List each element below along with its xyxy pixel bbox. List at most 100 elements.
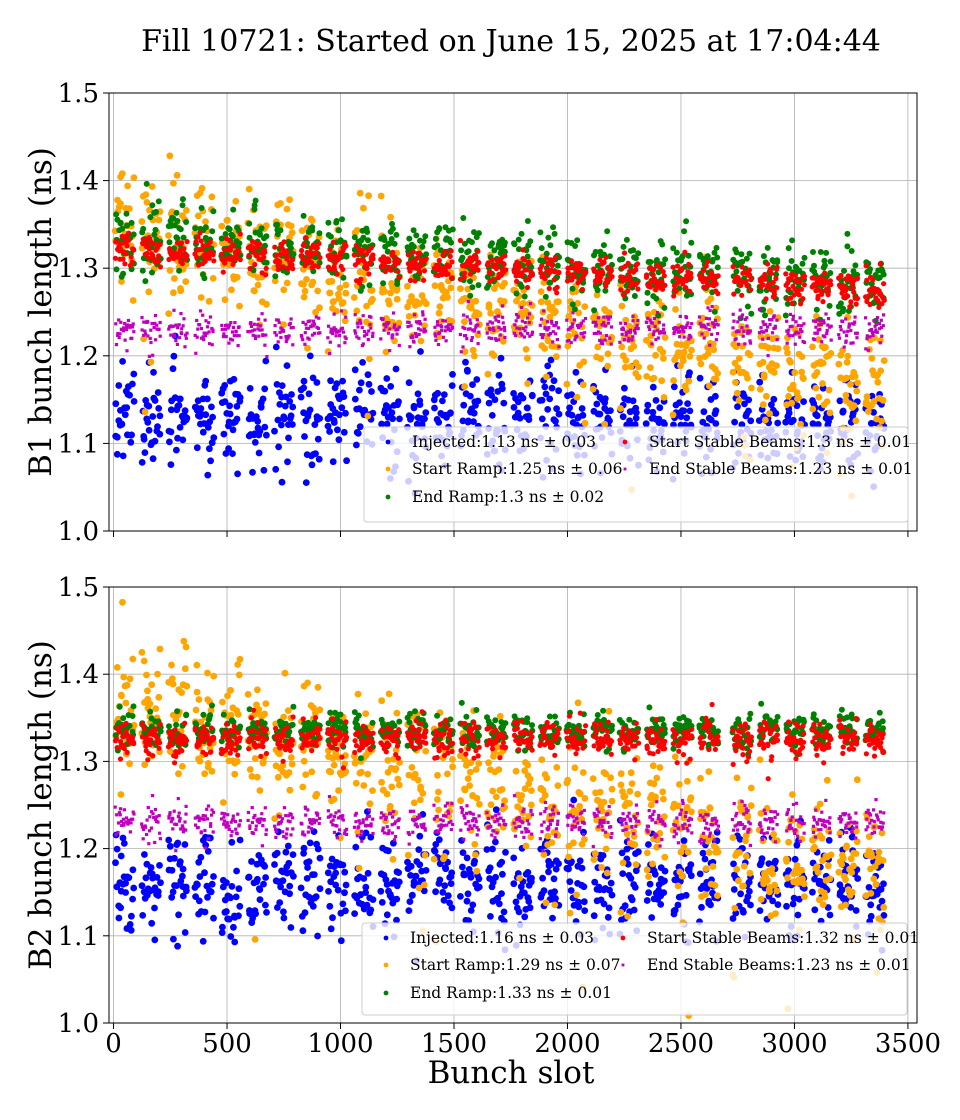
data-point	[518, 283, 525, 290]
data-point	[541, 333, 545, 337]
data-point	[334, 426, 341, 434]
data-point	[314, 315, 318, 319]
data-point	[449, 323, 453, 327]
data-point	[117, 200, 124, 208]
data-point	[761, 320, 765, 324]
data-point	[816, 328, 820, 332]
data-point	[300, 293, 308, 301]
data-point	[209, 228, 216, 235]
data-point	[572, 274, 578, 280]
data-point	[142, 278, 149, 285]
data-point	[735, 397, 743, 404]
data-point	[793, 342, 797, 346]
data-point	[438, 330, 442, 335]
data-point	[441, 335, 446, 339]
data-point	[332, 326, 336, 330]
data-point	[202, 411, 210, 419]
data-point	[704, 316, 708, 320]
data-point	[244, 691, 252, 698]
data-point	[825, 328, 829, 333]
data-point	[433, 325, 437, 329]
data-point	[301, 320, 305, 324]
data-point	[301, 241, 307, 247]
data-point	[774, 285, 780, 291]
data-point	[303, 342, 307, 346]
data-point	[678, 335, 682, 339]
data-point	[525, 898, 533, 905]
data-point	[469, 321, 473, 325]
data-point	[573, 261, 579, 267]
data-point	[113, 433, 121, 441]
data-point	[357, 336, 361, 340]
data-point	[735, 276, 742, 282]
data-point	[218, 929, 226, 936]
data-point	[783, 271, 789, 277]
data-point	[541, 345, 549, 352]
data-point	[867, 301, 873, 308]
data-point	[652, 351, 659, 359]
data-point	[607, 879, 615, 887]
data-point	[845, 334, 849, 338]
data-point	[415, 334, 419, 339]
data-point	[500, 304, 505, 308]
data-point	[193, 661, 201, 669]
data-point	[524, 354, 531, 362]
data-point	[329, 754, 337, 762]
data-point	[369, 409, 377, 417]
data-point	[236, 249, 242, 255]
data-point	[576, 857, 584, 865]
data-point	[432, 235, 439, 242]
data-point	[774, 901, 782, 908]
data-point	[361, 270, 368, 277]
data-point	[300, 384, 308, 392]
data-point	[237, 334, 241, 338]
data-point	[277, 200, 284, 207]
data-point	[715, 291, 721, 297]
data-point	[813, 412, 821, 420]
data-point	[286, 196, 293, 204]
data-point	[782, 418, 790, 426]
data-point	[389, 225, 396, 232]
data-point	[790, 324, 794, 328]
data-point	[773, 275, 779, 282]
data-point	[494, 318, 498, 322]
data-point	[365, 380, 373, 388]
data-point	[785, 319, 789, 323]
data-point	[248, 858, 255, 865]
data-point	[210, 434, 218, 442]
data-point	[284, 335, 288, 339]
data-point	[791, 334, 795, 338]
data-point	[363, 901, 371, 909]
data-point	[250, 245, 256, 251]
data-point	[688, 346, 695, 354]
data-point	[460, 215, 467, 221]
data-point	[659, 279, 665, 285]
data-point	[218, 251, 225, 257]
data-point	[407, 320, 411, 324]
data-point	[221, 335, 225, 339]
data-point	[219, 923, 226, 931]
data-point	[765, 261, 771, 267]
data-point	[328, 352, 332, 356]
data-point	[332, 869, 340, 877]
data-point	[144, 250, 150, 257]
data-point	[280, 415, 288, 423]
data-point	[448, 904, 456, 912]
data-point	[485, 304, 493, 311]
data-point	[126, 921, 134, 928]
data-point	[395, 869, 402, 876]
data-point	[156, 430, 164, 438]
data-point	[260, 466, 268, 474]
data-point	[573, 393, 581, 401]
data-point	[174, 323, 178, 327]
data-point	[543, 255, 550, 261]
data-point	[528, 302, 533, 306]
data-point	[878, 417, 885, 425]
data-point	[646, 880, 654, 888]
data-point	[684, 400, 691, 407]
data-point	[554, 332, 558, 336]
data-point	[450, 325, 455, 329]
data-point	[688, 239, 695, 246]
data-point	[227, 237, 233, 243]
data-point	[304, 344, 311, 352]
